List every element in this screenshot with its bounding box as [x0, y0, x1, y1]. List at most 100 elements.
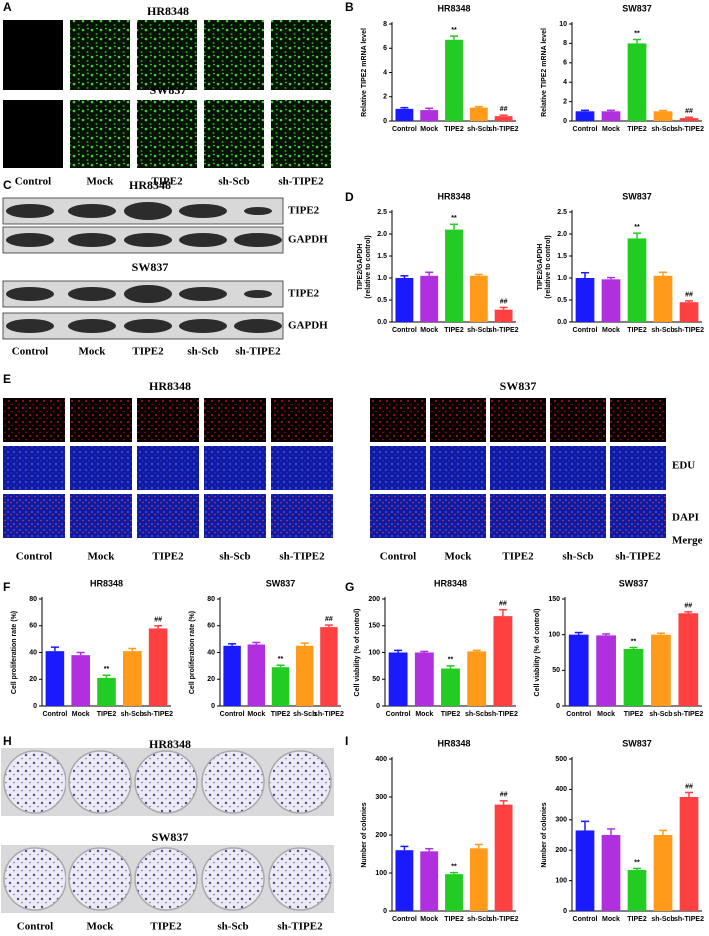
significance: ## [499, 601, 507, 608]
bar [123, 651, 142, 706]
bar [679, 302, 699, 322]
stain-image [610, 398, 666, 442]
y-tick-label: 200 [368, 596, 380, 603]
y-tick-label: 0 [563, 118, 567, 125]
y-tick-label: 400 [555, 786, 567, 793]
caption: sh-Scb [187, 346, 218, 358]
y-axis-label: TIPE2/GAPDH [537, 244, 544, 291]
y-tick-label: 8 [383, 21, 387, 28]
bar [395, 278, 414, 322]
caption: sh-TIPE2 [278, 176, 324, 188]
stain-image [70, 398, 132, 442]
stain-image [204, 494, 266, 538]
x-tick-label: sh-Scb [121, 711, 144, 718]
stain-image [430, 494, 486, 538]
y-tick-label: 80 [207, 596, 215, 603]
x-tick-label: TIPE2 [627, 126, 647, 133]
y-axis-label: Relative TIPE2 mRNA level [361, 28, 368, 117]
y-tick-label: 0 [383, 118, 387, 125]
caption: TIPE2 [151, 176, 183, 188]
stain-image [3, 494, 65, 538]
x-tick-label: sh-TIPE2 [674, 327, 704, 334]
fluorescence-image [271, 20, 331, 90]
y-tick-label: 0 [383, 908, 387, 915]
x-tick-label: Mock [247, 711, 265, 718]
caption: Control [17, 921, 53, 933]
fluorescence-image [137, 100, 197, 168]
chart-title: SW837 [622, 191, 652, 201]
x-tick-label: Control [392, 126, 417, 133]
y-tick-label: 2 [563, 98, 567, 105]
bar [469, 275, 488, 322]
band-label: TIPE2 [288, 205, 320, 217]
stain-image [490, 446, 546, 490]
blot-band [68, 233, 116, 247]
bar [494, 804, 513, 911]
stain-image [137, 398, 199, 442]
stain-image [370, 446, 426, 490]
significance: ## [154, 617, 162, 624]
colony-plate [3, 750, 67, 814]
bar [148, 628, 168, 706]
caption: sh-TIPE2 [235, 346, 281, 358]
bar [441, 668, 460, 706]
y-axis-label: Cell proliferation rate (%) [189, 611, 196, 694]
y-tick-label: 200 [555, 847, 567, 854]
y-tick-label: 150 [368, 623, 380, 630]
bar [320, 627, 338, 706]
y-tick-label: 4 [563, 79, 567, 86]
significance: ** [448, 657, 454, 664]
chart-title: SW837 [622, 738, 652, 748]
bar [494, 116, 513, 121]
bar [601, 111, 621, 121]
y-tick-label: 60 [29, 623, 37, 630]
stain-image [70, 494, 132, 538]
bar [679, 118, 699, 121]
x-tick-label: sh-TIPE2 [314, 711, 344, 718]
x-tick-label: TIPE2 [444, 916, 464, 923]
x-tick-label: TIPE2 [627, 916, 647, 923]
caption: sh-Scb [217, 921, 248, 933]
y-tick-label: 0 [556, 703, 560, 710]
y-tick-label: 2.5 [377, 209, 387, 216]
y-tick-label: 60 [207, 623, 215, 630]
bar [493, 616, 513, 706]
stain-image [204, 398, 266, 442]
panel-title: SW837 [150, 83, 187, 97]
bar [601, 279, 621, 322]
bar [247, 644, 266, 706]
panel-letter: E [3, 372, 11, 386]
significance: ## [685, 783, 693, 790]
x-tick-label: Control [573, 327, 598, 334]
y-tick-label: 50 [372, 676, 380, 683]
bar [601, 835, 621, 911]
chart-title: HR8348 [437, 738, 470, 748]
blot-band [68, 204, 116, 218]
significance: ** [634, 30, 640, 37]
caption: sh-TIPE2 [279, 551, 325, 563]
blot-band [234, 319, 282, 333]
caption: Control [12, 346, 48, 358]
bar [575, 111, 595, 121]
chart-title: HR8348 [90, 578, 123, 588]
y-axis-label: (relative to control) [365, 235, 372, 298]
x-tick-label: Mock [602, 916, 620, 923]
panel-title: SW837 [132, 260, 169, 274]
y-axis-label: Relative TIPE2 mRNA level [541, 28, 548, 117]
y-axis-label: (relative to control) [545, 235, 552, 298]
fluorescence-image [3, 20, 63, 90]
y-tick-label: 20 [29, 676, 37, 683]
stain-image [137, 446, 199, 490]
chart-title: SW837 [266, 578, 296, 588]
blot-band [179, 233, 227, 247]
panel-letter: B [345, 0, 354, 14]
significance: ## [500, 298, 508, 305]
significance: ** [451, 215, 457, 222]
stain-image [3, 398, 65, 442]
bar [575, 278, 595, 322]
bar [653, 275, 673, 322]
y-tick-label: 0 [33, 703, 37, 710]
bar [295, 645, 314, 706]
caption: sh-Scb [218, 176, 249, 188]
y-tick-label: 1.0 [377, 275, 387, 282]
